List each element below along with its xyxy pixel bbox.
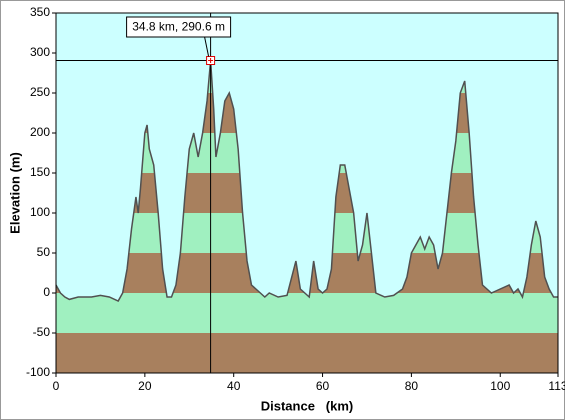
y-axis-title: Elevation (m) [7, 152, 22, 234]
elevation-line [55, 60, 558, 302]
x-tick-label: 0 [53, 379, 60, 393]
y-tick-label: -100 [26, 365, 50, 379]
y-tick-label: 350 [30, 5, 50, 19]
y-tick-label: 0 [43, 285, 50, 299]
x-axis-title: Distance (km) [261, 398, 353, 413]
x-tick-label: 100 [490, 379, 510, 393]
callout-label: 34.8 km, 290.6 m [132, 20, 225, 34]
y-tick-label: 300 [30, 45, 50, 59]
x-tick-label: 80 [405, 379, 419, 393]
x-tick-label: 113 [548, 379, 565, 393]
y-tick-label: 100 [30, 205, 50, 219]
x-tick-label: 20 [138, 379, 152, 393]
y-tick-label: 200 [30, 125, 50, 139]
y-tick-label: 250 [30, 85, 50, 99]
plot-border [55, 12, 559, 374]
callout-box [126, 16, 232, 38]
x-tick-label: 40 [227, 379, 241, 393]
callout-leader [204, 36, 210, 57]
x-tick-label: 60 [316, 379, 330, 393]
elevation-band [56, 333, 558, 373]
y-tick-label: 50 [37, 245, 51, 259]
y-tick-label: -50 [33, 325, 51, 339]
elevation-band [56, 293, 558, 333]
y-tick-label: 150 [30, 165, 50, 179]
cursor-cross [208, 58, 214, 64]
